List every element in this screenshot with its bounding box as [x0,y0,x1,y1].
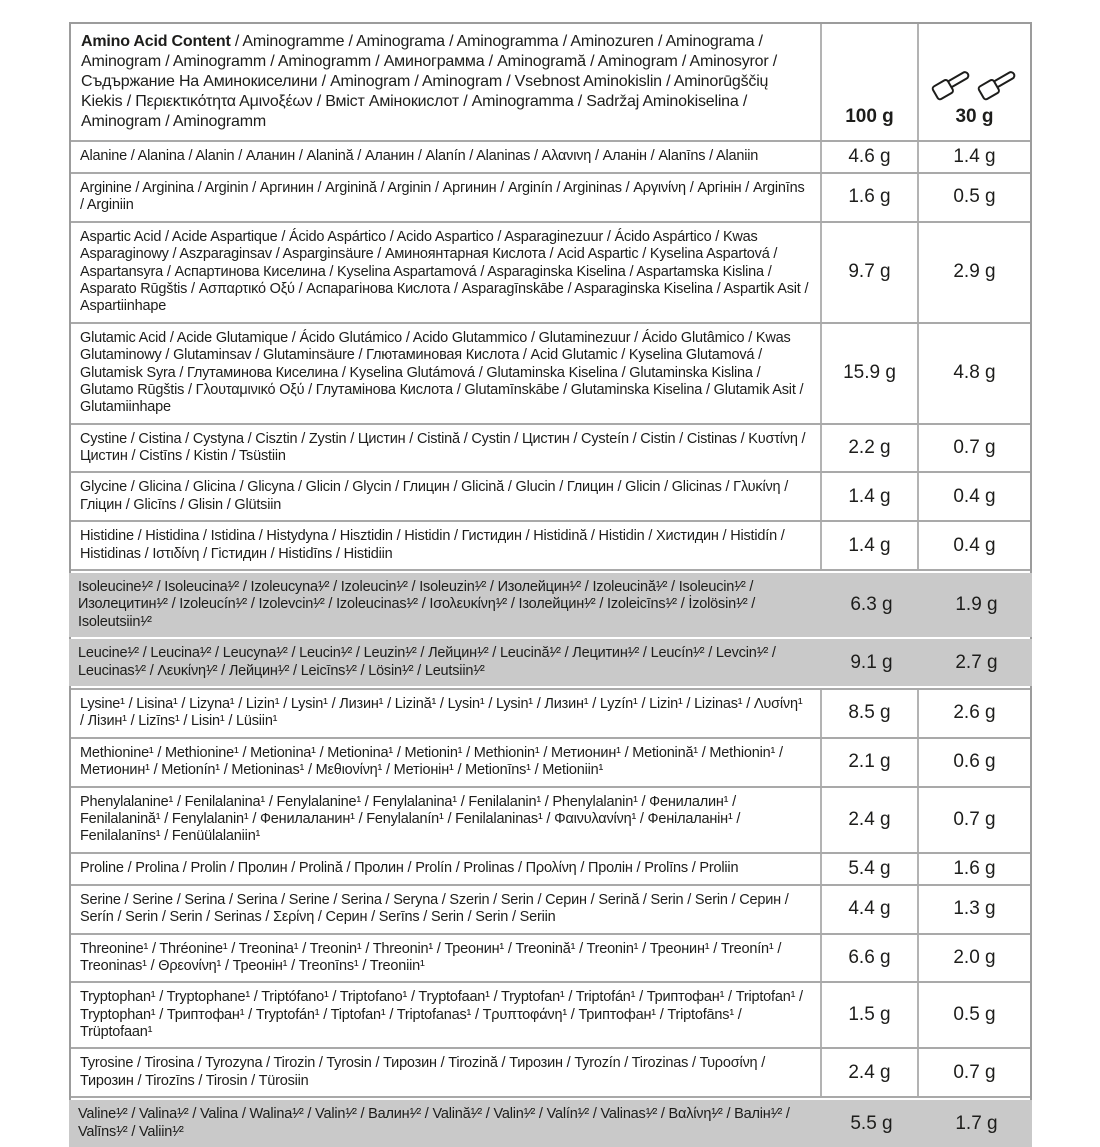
table-row: Histidine / Histidina / Istidina / Histy… [71,522,1030,572]
value-per-30g: 2.9 g [953,261,996,283]
table-header: Amino Acid Content / Aminogramme / Amino… [71,24,1030,142]
table-body: Alanine / Alanina / Alanin / Аланин / Al… [69,142,1032,1147]
value-per-100g: 2.4 g [822,787,919,852]
value-per-100g: 2.2 g [822,424,919,472]
value-per-30g: 0.4 g [953,534,996,556]
amino-acid-name: Isoleucine¹⁄² / Isoleucina¹⁄² / Izoleucy… [78,579,756,630]
amino-acid-name: Tryptophan¹ / Tryptophane¹ / Triptófano¹… [71,983,822,1048]
value-per-30g: 0.5 g [953,1004,996,1026]
column-header-30g: 30 g [919,24,1030,140]
table-row: Aspartic Acid / Acide Aspartique / Ácido… [71,222,1030,324]
table-row: Phenylalanine¹ / Fenilalanina¹ / Fenylal… [71,787,1030,854]
value-per-100g: 8.5 g [822,689,919,737]
scoop-icon [977,71,1015,101]
amino-acid-name: Alanine / Alanina / Alanin / Аланин / Al… [71,142,822,172]
table-row: Methionine¹ / Methionine¹ / Metionina¹ /… [71,738,1030,788]
value-per-100g: 5.5 g [850,1112,893,1134]
value-per-100g: 4.4 g [822,885,919,933]
table-title: Amino Acid Content / Aminogramme / Amino… [71,24,822,140]
amino-acid-name: Proline / Prolina / Prolin / Пролин / Pr… [71,853,822,884]
value-per-30g: 1.4 g [953,146,996,167]
amino-acid-table: Amino Acid Content / Aminogramme / Amino… [69,22,1032,1147]
table-row: Alanine / Alanina / Alanin / Аланин / Al… [71,142,1030,174]
amino-acid-name: Lysine¹ / Lisina¹ / Lizyna¹ / Lizin¹ / L… [71,689,822,737]
table-row: Isoleucine¹⁄² / Isoleucina¹⁄² / Izoleucy… [69,573,1032,638]
value-per-100g: 1.4 g [822,473,919,521]
value-per-30g: 1.7 g [955,1112,998,1134]
value-per-100g: 9.7 g [822,222,919,322]
amino-acid-name: Methionine¹ / Methionine¹ / Metionina¹ /… [71,738,822,786]
value-per-100g: 4.6 g [822,142,919,172]
table-row: Tryptophan¹ / Tryptophane¹ / Triptófano¹… [71,983,1030,1050]
value-per-30g: 0.7 g [953,808,996,830]
value-per-30g: 0.5 g [953,186,996,208]
value-per-30g: 2.0 g [953,946,996,968]
amino-acid-name: Valine¹⁄² / Valina¹⁄² / Valina / Walina¹… [78,1106,790,1140]
value-per-30g: 0.6 g [953,751,996,773]
table-row: Glycine / Glicina / Glicina / Glicyna / … [71,473,1030,523]
amino-acid-name: Serine / Serine / Serina / Serina / Seri… [71,885,822,933]
table-title-rest: / Aminogramme / Aminograma / Aminogramma… [81,33,777,130]
value-per-100g: 2.4 g [822,1049,919,1097]
value-per-100g: 9.1 g [850,651,893,673]
value-per-30g: 2.7 g [955,651,998,673]
table-row: Arginine / Arginina / Arginin / Аргинин … [71,174,1030,223]
value-per-100g: 5.4 g [822,853,919,884]
table-row: Glutamic Acid / Acide Glutamique / Ácido… [71,323,1030,425]
amino-acid-name: Cystine / Cistina / Cystyna / Cisztin / … [71,424,822,472]
column-header-100g-label: 100 g [845,106,894,127]
value-per-100g: 6.6 g [822,934,919,982]
table-row: Valine¹⁄² / Valina¹⁄² / Valina / Walina¹… [69,1100,1032,1147]
table-row: Leucine¹⁄² / Leucina¹⁄² / Leucyna¹⁄² / L… [69,639,1032,686]
amino-acid-name: Tyrosine / Tirosina / Tyrozyna / Tirozin… [71,1049,822,1097]
value-per-100g: 1.5 g [822,983,919,1048]
table-row: Tyrosine / Tirosina / Tyrozyna / Tirozin… [71,1049,1030,1099]
amino-acid-name: Threonine¹ / Thréonine¹ / Treonina¹ / Tr… [71,934,822,982]
column-header-100g: 100 g [822,24,919,140]
scoop-icons [931,71,1019,101]
value-per-100g: 15.9 g [822,323,919,423]
value-per-30g: 2.6 g [953,702,996,724]
scoop-icon [931,71,969,101]
table-title-bold: Amino Acid Content [81,33,231,50]
amino-acid-name: Phenylalanine¹ / Fenilalanina¹ / Fenylal… [71,787,822,852]
amino-acid-name: Leucine¹⁄² / Leucina¹⁄² / Leucyna¹⁄² / L… [78,645,776,679]
table-row: Lysine¹ / Lisina¹ / Lizyna¹ / Lizin¹ / L… [71,687,1030,739]
value-per-100g: 2.1 g [822,738,919,786]
value-per-100g: 6.3 g [850,594,893,616]
amino-acid-name: Aspartic Acid / Acide Aspartique / Ácido… [71,222,822,322]
amino-acid-name: Glycine / Glicina / Glicina / Glicyna / … [71,473,822,521]
value-per-30g: 0.7 g [953,437,996,459]
table-row: Cystine / Cistina / Cystyna / Cisztin / … [71,424,1030,474]
value-per-30g: 0.7 g [953,1061,996,1083]
value-per-100g: 1.6 g [822,174,919,221]
table-row: Proline / Prolina / Prolin / Пролин / Pr… [71,853,1030,886]
column-header-30g-label: 30 g [955,106,994,127]
value-per-100g: 1.4 g [822,522,919,570]
amino-acid-name: Histidine / Histidina / Istidina / Histy… [71,522,822,570]
value-per-30g: 1.6 g [953,857,996,879]
value-per-30g: 0.4 g [953,485,996,507]
value-per-30g: 4.8 g [953,362,996,384]
value-per-30g: 1.9 g [955,594,998,616]
table-row: Threonine¹ / Thréonine¹ / Treonina¹ / Tr… [71,934,1030,984]
table-row: Serine / Serine / Serina / Serina / Seri… [71,885,1030,935]
amino-acid-name: Glutamic Acid / Acide Glutamique / Ácido… [71,323,822,423]
value-per-30g: 1.3 g [953,898,996,920]
amino-acid-name: Arginine / Arginina / Arginin / Аргинин … [71,174,822,221]
